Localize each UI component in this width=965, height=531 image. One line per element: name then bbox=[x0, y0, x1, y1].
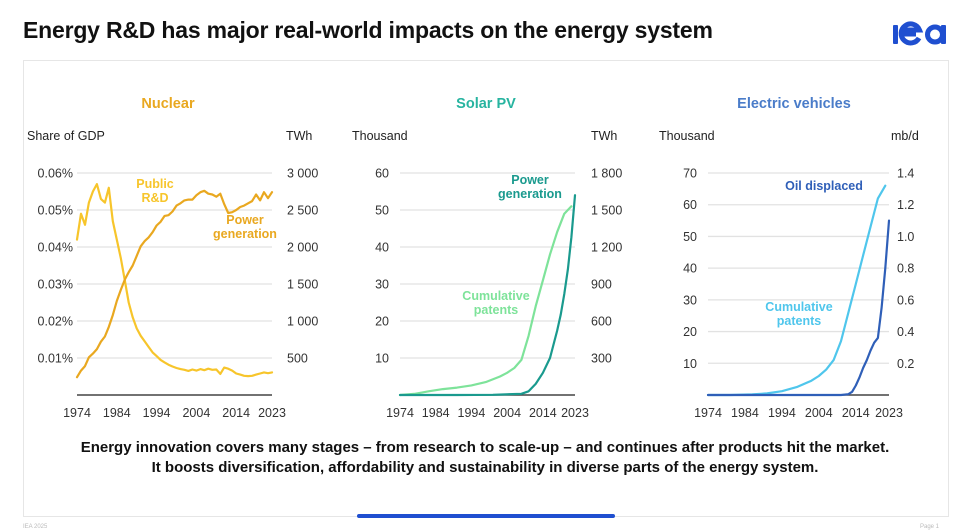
right-axis-unit-label: mb/d bbox=[891, 129, 919, 143]
series-label: generation bbox=[213, 227, 277, 241]
series-line-oil-displaced bbox=[706, 219, 891, 397]
left-tick-label: 10 bbox=[375, 352, 389, 366]
x-tick-label: 1994 bbox=[768, 406, 796, 420]
right-tick-label: 1 500 bbox=[287, 278, 318, 292]
series-label: Public bbox=[136, 177, 174, 191]
x-tick-label: 2014 bbox=[222, 406, 250, 420]
left-tick-label: 20 bbox=[375, 315, 389, 329]
left-tick-label: 40 bbox=[683, 262, 697, 276]
iea-logo bbox=[893, 21, 946, 46]
right-tick-label: 0.8 bbox=[897, 262, 914, 276]
x-tick-label: 1984 bbox=[422, 406, 450, 420]
right-tick-label: 1 000 bbox=[287, 315, 318, 329]
series-line-power-generation bbox=[75, 189, 274, 379]
left-axis-unit-label: Thousand bbox=[659, 129, 715, 143]
chart-title: Electric vehicles bbox=[737, 96, 851, 112]
x-tick-label: 1984 bbox=[103, 406, 131, 420]
left-tick-label: 50 bbox=[375, 204, 389, 218]
chart-electric-vehicles: Electric vehicles Thousand mb/d 10 20 30 40 50 6… bbox=[659, 96, 919, 420]
right-axis-unit-label: TWh bbox=[286, 129, 312, 143]
left-tick-label: 0.05% bbox=[38, 204, 73, 218]
right-tick-label: 1 800 bbox=[591, 167, 622, 181]
series-label: Cumulative bbox=[765, 300, 832, 314]
right-tick-label: 0.4 bbox=[897, 325, 914, 339]
x-tick-label: 1974 bbox=[694, 406, 722, 420]
x-tick-label: 1974 bbox=[386, 406, 414, 420]
x-tick-label: 1984 bbox=[731, 406, 759, 420]
left-tick-label: 30 bbox=[683, 293, 697, 307]
right-tick-label: 1.4 bbox=[897, 167, 914, 181]
left-tick-label: 0.06% bbox=[38, 167, 73, 181]
left-tick-label: 60 bbox=[375, 167, 389, 181]
left-tick-label: 70 bbox=[683, 167, 697, 181]
caption-line-2: It boosts diversification, affordability… bbox=[151, 459, 819, 476]
right-tick-label: 900 bbox=[591, 278, 612, 292]
series-label: generation bbox=[498, 187, 562, 201]
x-tick-label: 1994 bbox=[143, 406, 171, 420]
series-label: patents bbox=[777, 314, 822, 328]
chart-solar-pv: Solar PV Thousand TWh 10 20 30 40 50 60 300 600 900… bbox=[352, 96, 622, 420]
x-tick-label: 2023 bbox=[561, 406, 589, 420]
right-tick-label: 1.0 bbox=[897, 230, 914, 244]
series-label: Power bbox=[226, 213, 264, 227]
x-tick-label: 2023 bbox=[875, 406, 903, 420]
series-label: patents bbox=[474, 303, 519, 317]
left-tick-label: 60 bbox=[683, 198, 697, 212]
series-label: Cumulative bbox=[462, 289, 529, 303]
series-line-cumulative-patents bbox=[706, 184, 887, 397]
caption: Energy innovation covers many stages – f… bbox=[23, 438, 947, 478]
left-tick-label: 40 bbox=[375, 241, 389, 255]
right-axis-unit-label: TWh bbox=[591, 129, 617, 143]
left-axis-unit-label: Share of GDP bbox=[27, 129, 105, 143]
footer-page-number: Page 1 bbox=[920, 524, 940, 530]
right-tick-label: 3 000 bbox=[287, 167, 318, 181]
logo-letter-i bbox=[893, 25, 898, 44]
series-line-cumulative-patents bbox=[398, 205, 573, 397]
x-tick-label: 2004 bbox=[493, 406, 521, 420]
right-tick-label: 500 bbox=[287, 352, 308, 366]
right-tick-label: 300 bbox=[591, 352, 612, 366]
x-tick-label: 2014 bbox=[842, 406, 870, 420]
x-tick-label: 1974 bbox=[63, 406, 91, 420]
right-tick-label: 2 500 bbox=[287, 204, 318, 218]
left-tick-label: 50 bbox=[683, 230, 697, 244]
right-tick-label: 0.6 bbox=[897, 293, 914, 307]
slide-title: Energy R&D has major real-world impacts … bbox=[23, 17, 713, 43]
series-line-power-generation bbox=[398, 194, 577, 397]
right-tick-label: 1.2 bbox=[897, 198, 914, 212]
x-tick-label: 1994 bbox=[458, 406, 486, 420]
x-tick-label: 2004 bbox=[182, 406, 210, 420]
right-tick-label: 1 500 bbox=[591, 204, 622, 218]
left-tick-label: 0.04% bbox=[38, 241, 73, 255]
right-tick-label: 0.2 bbox=[897, 357, 914, 371]
caption-line-1: Energy innovation covers many stages – f… bbox=[80, 439, 890, 456]
series-label: R&D bbox=[141, 191, 168, 205]
series-line-public-r-d bbox=[75, 183, 274, 378]
left-tick-label: 0.02% bbox=[38, 315, 73, 329]
left-tick-label: 10 bbox=[683, 357, 697, 371]
chart-title: Nuclear bbox=[141, 96, 195, 112]
series-label: Oil displaced bbox=[785, 179, 863, 193]
left-axis-unit-label: Thousand bbox=[352, 129, 408, 143]
right-tick-label: 600 bbox=[591, 315, 612, 329]
x-tick-label: 2023 bbox=[258, 406, 286, 420]
right-tick-label: 1 200 bbox=[591, 241, 622, 255]
chart-title: Solar PV bbox=[456, 96, 516, 112]
left-tick-label: 0.03% bbox=[38, 278, 73, 292]
left-tick-label: 20 bbox=[683, 325, 697, 339]
x-tick-label: 2004 bbox=[805, 406, 833, 420]
logo-letter-e bbox=[898, 21, 924, 46]
left-tick-label: 30 bbox=[375, 278, 389, 292]
x-tick-label: 2014 bbox=[529, 406, 557, 420]
chart-nuclear: Nuclear Share of GDP TWh 0.01% 0.02% 0.03% 0.0… bbox=[27, 96, 318, 420]
series-label: Power bbox=[511, 173, 549, 187]
left-tick-label: 0.01% bbox=[38, 352, 73, 366]
logo-letter-a-stem bbox=[941, 25, 946, 44]
right-tick-label: 2 000 bbox=[287, 241, 318, 255]
footer-copyright: IEA 2025 bbox=[23, 524, 48, 530]
slide-progress-bar bbox=[357, 514, 615, 518]
